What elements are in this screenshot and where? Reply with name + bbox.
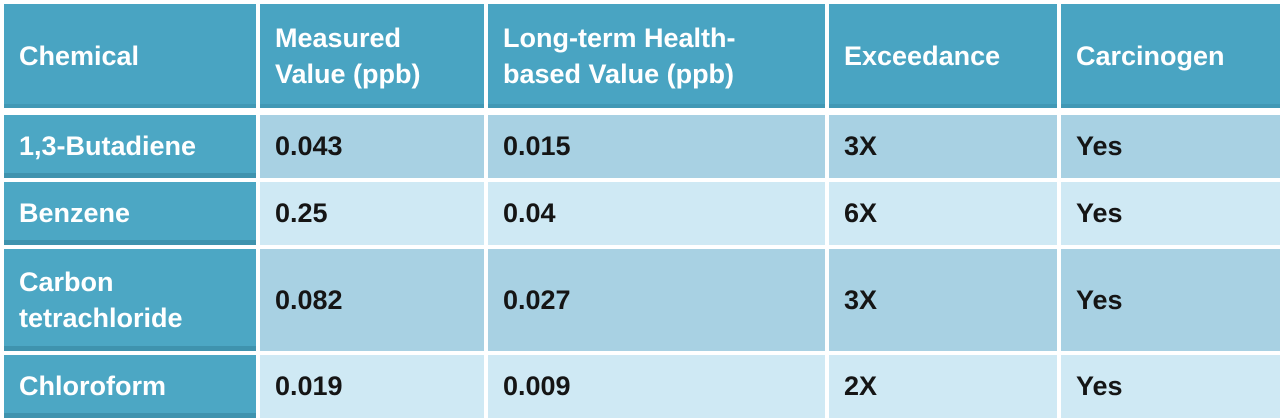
cell-measured-value: 0.25 [260,182,484,245]
table-row-carbon-tetrachloride: Carbon tetrachloride 0.082 0.027 3X Yes [4,249,1280,351]
cell-health-value: 0.04 [488,182,825,245]
cell-exceedance: 2X [829,355,1057,418]
cell-health-value: 0.009 [488,355,825,418]
table-row-butadiene: 1,3-Butadiene 0.043 0.015 3X Yes [4,115,1280,178]
header-cell-measured: Measured Value (ppb) [260,4,484,108]
cell-health-value: 0.015 [488,115,825,178]
cell-measured-value: 0.019 [260,355,484,418]
table-row-chloroform: Chloroform 0.019 0.009 2X Yes [4,355,1280,418]
header-cell-exceedance: Exceedance [829,4,1057,108]
header-row: Chemical Measured Value (ppb) Long-term … [4,4,1280,108]
cell-measured-value: 0.043 [260,115,484,178]
cell-chemical-name: Benzene [4,182,256,245]
table-row-benzene: Benzene 0.25 0.04 6X Yes [4,182,1280,245]
header-cell-chemical: Chemical [4,4,256,108]
cell-carcinogen: Yes [1061,249,1280,351]
cell-exceedance: 6X [829,182,1057,245]
cell-chemical-name: 1,3-Butadiene [4,115,256,178]
cell-carcinogen: Yes [1061,182,1280,245]
cell-chemical-name: Chloroform [4,355,256,418]
cell-measured-value: 0.082 [260,249,484,351]
cell-exceedance: 3X [829,115,1057,178]
cell-carcinogen: Yes [1061,115,1280,178]
cell-carcinogen: Yes [1061,355,1280,418]
cell-health-value: 0.027 [488,249,825,351]
header-cell-health-value: Long-term Health-based Value (ppb) [488,4,825,108]
cell-chemical-name: Carbon tetrachloride [4,249,256,351]
cell-exceedance: 3X [829,249,1057,351]
header-cell-carcinogen: Carcinogen [1061,4,1280,108]
